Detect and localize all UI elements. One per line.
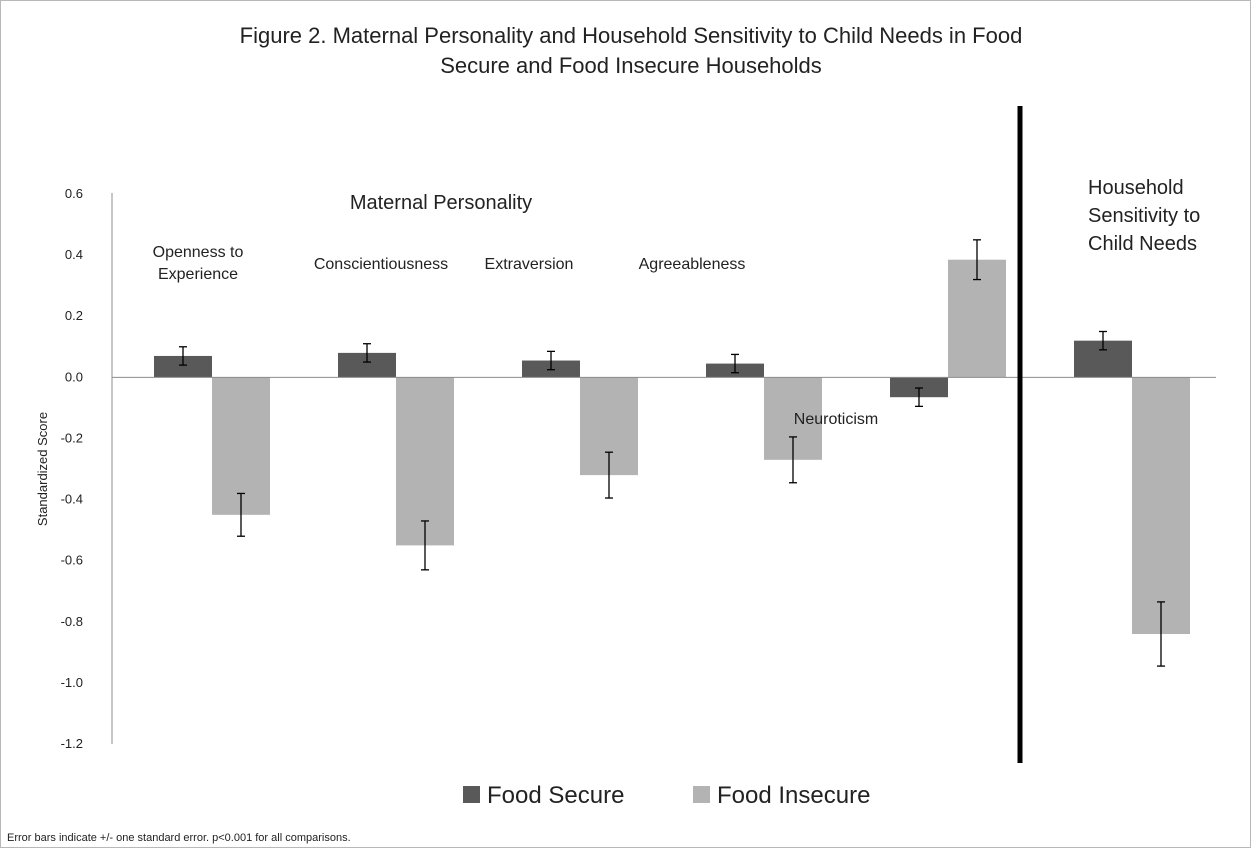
category-label: Extraversion — [485, 256, 574, 273]
error-bar — [973, 239, 981, 281]
legend-item-food-insecure: Food Insecure — [693, 782, 870, 809]
error-bar — [789, 436, 797, 484]
bars — [154, 259, 1190, 634]
error-bars — [179, 239, 1165, 667]
category-label: Conscientiousness — [314, 256, 448, 273]
error-bar — [421, 520, 429, 571]
legend-label: Food Insecure — [717, 782, 870, 809]
chart-title: Figure 2. Maternal Personality and House… — [240, 23, 1023, 78]
legend-label: Food Secure — [487, 782, 624, 809]
bar-food-insecure — [1132, 377, 1190, 634]
error-bar — [179, 346, 187, 366]
y-axis-label: Standardized Score — [35, 412, 50, 526]
error-bar — [547, 350, 555, 371]
group-label: Child Needs — [1088, 233, 1197, 255]
bar-food-insecure — [212, 377, 270, 515]
bar-food-insecure — [396, 377, 454, 546]
y-tick-label: -0.2 — [61, 430, 83, 445]
error-bar — [731, 353, 739, 374]
y-axis-ticks: 0.6 0.4 0.2 0.0 -0.2 -0.4 -0.6 -0.8 -1.0 -1.2 — [61, 186, 83, 751]
category-labels: Openness to Experience Conscientiousness Ex… — [153, 177, 1201, 428]
bar-food-secure — [890, 377, 948, 398]
error-bar — [1157, 601, 1165, 667]
error-bar — [1099, 330, 1107, 351]
error-bar — [237, 492, 245, 537]
y-tick-label: -0.4 — [61, 492, 83, 507]
group-label: Sensitivity to — [1088, 205, 1200, 227]
legend-swatch — [463, 786, 480, 803]
group-label: Household — [1088, 177, 1184, 199]
error-bar — [363, 343, 371, 363]
bar-food-secure — [154, 355, 212, 378]
chart-title-line-2: Secure and Food Insecure Households — [440, 53, 822, 78]
y-tick-label: 0.0 — [65, 369, 83, 384]
y-tick-label: -1.2 — [61, 736, 83, 751]
legend: Food Secure Food Insecure — [463, 782, 870, 809]
legend-item-food-secure: Food Secure — [463, 782, 624, 809]
y-tick-label: -0.8 — [61, 614, 83, 629]
y-tick-label: -1.0 — [61, 675, 83, 690]
y-tick-label: 0.2 — [65, 308, 83, 323]
category-label: Agreeableness — [639, 256, 746, 273]
error-bar — [605, 451, 613, 499]
y-tick-label: 0.6 — [65, 186, 83, 201]
error-bar — [915, 387, 923, 408]
legend-swatch — [693, 786, 710, 803]
category-label: Experience — [158, 266, 238, 283]
group-label: Maternal Personality — [350, 192, 532, 214]
y-tick-label: -0.6 — [61, 553, 83, 568]
footnote: Error bars indicate +/- one standard err… — [7, 832, 351, 844]
category-label: Openness to — [153, 244, 244, 261]
chart-title-line-1: Figure 2. Maternal Personality and House… — [240, 23, 1023, 48]
y-tick-label: 0.4 — [65, 247, 83, 262]
category-label: Neuroticism — [794, 411, 878, 428]
